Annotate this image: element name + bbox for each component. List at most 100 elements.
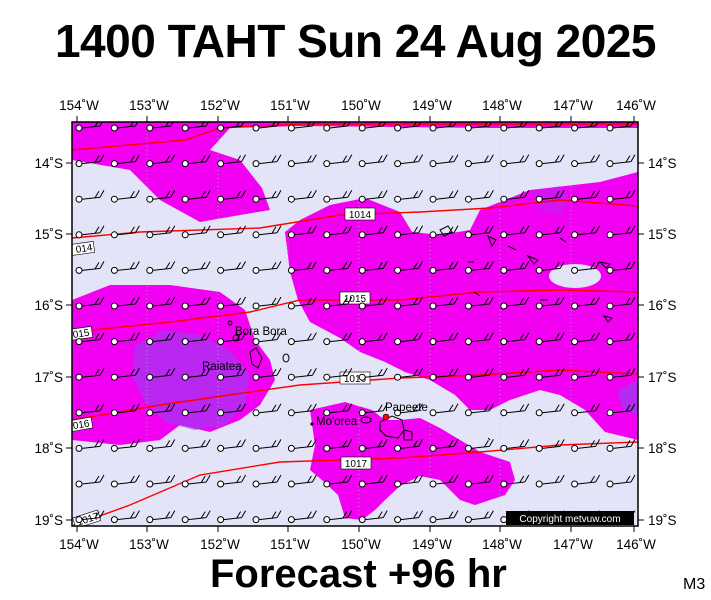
wind-barb [500, 332, 530, 346]
wind-barb [606, 225, 636, 239]
wind-barb [252, 296, 282, 310]
lon-label: 149˚W [412, 537, 452, 552]
lat-label: 19˚S [34, 513, 63, 528]
wind-barb [287, 510, 317, 524]
wind-barb [500, 439, 530, 452]
wind-barb [571, 367, 601, 381]
wind-barb [181, 154, 211, 168]
wind-barb [287, 296, 317, 310]
wind-barb [110, 225, 140, 239]
wind-barb [429, 189, 459, 203]
lon-label: 153˚W [129, 537, 169, 552]
wind-barb [358, 367, 388, 381]
wind-barb [252, 439, 282, 452]
wind-barbs [75, 122, 636, 524]
wind-barb [217, 296, 247, 310]
island-tahiti [379, 415, 405, 439]
svg-text:1014: 1014 [349, 210, 372, 221]
wind-barb [464, 189, 494, 203]
wind-barb [606, 296, 636, 310]
forecast-label: Forecast +96 hr [210, 552, 507, 596]
wind-barb [75, 510, 105, 524]
wind-barb [358, 225, 388, 239]
wind-barb [464, 510, 494, 524]
wind-barb [146, 296, 176, 310]
wind-barb [217, 261, 247, 274]
lon-label: 147˚W [553, 98, 593, 113]
wind-barb [217, 154, 247, 168]
island-bora-bora [232, 334, 240, 342]
island-maupiti [227, 320, 233, 326]
latitude-labels-right: 14˚S 15˚S 16˚S 17˚S 18˚S 19˚S [648, 156, 677, 528]
isobar-label-1017-a: 1017 [340, 456, 372, 470]
wind-barb [358, 261, 388, 274]
wind-barb [429, 332, 459, 346]
wind-barb [535, 154, 565, 168]
wind-barb [110, 403, 140, 417]
lat-label: 16˚S [648, 298, 677, 313]
wind-barb [606, 189, 636, 203]
lon-label: 151˚W [270, 98, 310, 113]
wind-barb [464, 154, 494, 168]
wind-barb [181, 367, 211, 381]
wind-barb [606, 154, 636, 168]
wind-barb [75, 332, 105, 346]
isobar-label-1016-b: 016 [72, 416, 94, 432]
place-papeete: Papeete [385, 402, 428, 414]
lon-label: 152˚W [200, 537, 240, 552]
wind-barb [429, 367, 459, 381]
wind-barb [252, 154, 282, 168]
wind-barb [75, 367, 105, 381]
wind-barb [358, 439, 388, 452]
wind-barb [75, 439, 105, 452]
atoll-4 [526, 254, 539, 265]
clear-patch [549, 264, 601, 288]
wind-barb [429, 122, 457, 132]
wind-barb [287, 367, 317, 381]
wind-barb [358, 474, 388, 488]
wind-barb [535, 474, 565, 488]
lat-label: 16˚S [34, 298, 63, 313]
wind-barb [252, 510, 282, 524]
lon-label: 149˚W [412, 98, 452, 113]
wind-barb [358, 296, 388, 310]
wind-barb [287, 154, 317, 168]
wind-barb [217, 474, 247, 488]
wind-barb [500, 403, 530, 417]
place-labels: Bora Bora Raiatea Mo'orea Papeete [202, 326, 428, 428]
wind-barb [75, 296, 105, 310]
wind-barb [571, 296, 601, 310]
longitude-labels-top: 154˚W 153˚W 152˚W 151˚W 150˚W 149˚W 148˚… [59, 98, 656, 113]
wind-barb [146, 367, 176, 381]
wind-barb [571, 332, 601, 346]
svg-text:014: 014 [75, 243, 93, 256]
wind-barb [464, 296, 494, 310]
wind-barb [358, 403, 388, 417]
isobar-1017 [72, 441, 638, 526]
rain-area-light [72, 122, 638, 520]
wind-barb [287, 403, 317, 417]
place-bora-bora: Bora Bora [235, 326, 287, 338]
wind-barb [464, 439, 494, 452]
wind-barb [464, 367, 494, 381]
wind-barb [75, 225, 105, 239]
atoll-8 [473, 291, 481, 297]
wind-barb [323, 296, 353, 310]
wind-barb [110, 332, 140, 346]
isobar-label-1015-b: 015 [72, 326, 94, 341]
wind-barb [110, 154, 140, 168]
wind-barb [181, 225, 211, 239]
wind-barb [358, 510, 388, 524]
place-markers [310, 413, 390, 426]
wind-barb [464, 403, 494, 417]
wind-barb [394, 296, 424, 310]
wind-barb [146, 189, 176, 203]
atoll-3 [507, 245, 517, 251]
atoll-6 [598, 261, 612, 269]
wind-barb [75, 403, 105, 417]
wind-barb [75, 122, 103, 132]
wind-barb [146, 403, 176, 417]
wind-barb [464, 332, 494, 346]
lat-label: 19˚S [648, 513, 677, 528]
